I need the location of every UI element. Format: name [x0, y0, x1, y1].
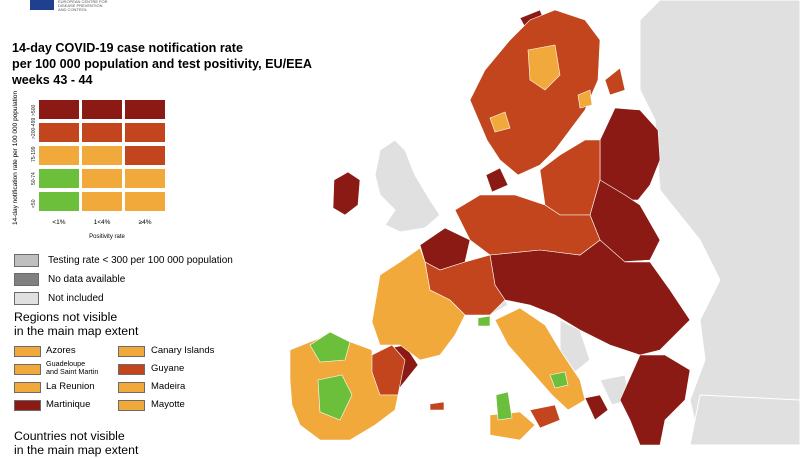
legend-label: Not included: [48, 293, 104, 304]
matrix-column-label: 1<4%: [93, 219, 111, 226]
matrix-cell: [38, 168, 80, 189]
matrix-cell: [81, 122, 123, 143]
regions-heading-1: Regions not visible: [14, 310, 118, 324]
regions-heading-2: in the main map extent: [14, 324, 139, 338]
legend-swatch: [14, 292, 39, 305]
matrix-row-label: >200-499: [31, 117, 37, 139]
title-line-1: 14-day COVID-19 case notification rate: [12, 41, 243, 55]
matrix-cell: [38, 191, 80, 212]
ecdc-logo-text: EUROPEAN CENTRE FOR DISEASE PREVENTION A…: [58, 0, 108, 12]
region-swatch: [118, 346, 145, 357]
matrix-cell: [81, 99, 123, 120]
region-label: Mayotte: [151, 399, 185, 410]
region-label: Martinique: [46, 399, 91, 410]
region-label: La Reunion: [46, 381, 95, 392]
region-swatch: [14, 346, 41, 357]
matrix-y-axis-label: 14-day notification rate per 100 000 pop…: [12, 90, 19, 225]
region-swatch: [118, 382, 145, 393]
matrix-row-label: 75-199: [31, 146, 37, 162]
matrix-column-label: ≥4%: [138, 219, 152, 226]
matrix-cell: [124, 99, 166, 120]
region-label: Canary Islands: [151, 345, 215, 356]
matrix-cell: [38, 145, 80, 166]
title-line-2: per 100 000 population and test positivi…: [12, 57, 312, 71]
matrix-cell: [81, 145, 123, 166]
matrix-cell: [124, 168, 166, 189]
matrix-row-label: <50: [31, 199, 37, 208]
dark-red-regions: [332, 9, 691, 445]
region-label: Azores: [46, 345, 76, 356]
red-regions: [369, 9, 626, 429]
title-line-3: weeks 43 - 44: [12, 73, 93, 87]
matrix-x-axis-label: Positivity rate: [89, 234, 125, 240]
matrix-row-label: 50-74: [31, 172, 37, 185]
region-label: Guadeloupe and Saint Martin: [46, 359, 99, 376]
region-swatch: [118, 400, 145, 411]
map-title: 14-day COVID-19 case notification rate p…: [12, 40, 332, 88]
matrix-cell: [38, 99, 80, 120]
matrix-cell: [124, 191, 166, 212]
countries-heading-2: in the main map extent: [14, 443, 139, 457]
eu-flag-icon: [30, 0, 54, 10]
region-swatch: [14, 400, 41, 411]
region-swatch: [118, 364, 145, 375]
ecdc-logo: EUROPEAN CENTRE FOR DISEASE PREVENTION A…: [0, 0, 110, 14]
europe-map: [289, 0, 800, 445]
legend-swatch: [14, 273, 39, 286]
matrix-cell: [124, 145, 166, 166]
matrix-cell: [38, 122, 80, 143]
matrix-cell: [81, 191, 123, 212]
region-swatch: [14, 364, 41, 375]
legend-swatch: [14, 254, 39, 267]
legend-label: No data available: [48, 274, 126, 285]
matrix-cell: [124, 122, 166, 143]
matrix-row-label: >500: [31, 104, 37, 116]
matrix-column-label: <1%: [52, 219, 66, 226]
region-label: Guyane: [151, 363, 185, 374]
legend-label: Testing rate < 300 per 100 000 populatio…: [48, 255, 233, 266]
green-regions: [309, 315, 569, 421]
countries-heading-1: Countries not visible: [14, 429, 125, 443]
region-swatch: [14, 382, 41, 393]
matrix-cell: [81, 168, 123, 189]
region-label: Madeira: [151, 381, 186, 392]
